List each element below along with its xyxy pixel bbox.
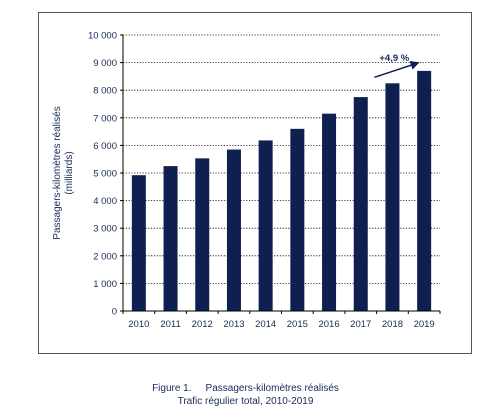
bar-2018 <box>385 83 400 311</box>
bar-2015 <box>290 128 305 311</box>
x-tick-label: 2016 <box>318 319 339 330</box>
bar-2017 <box>353 97 368 311</box>
y-tick-label: 7 000 <box>93 113 117 124</box>
x-tick-label: 2011 <box>160 319 180 330</box>
y-tick-label: 6 000 <box>93 141 117 152</box>
bar-2014 <box>258 140 273 311</box>
y-tick-label: 2 000 <box>93 251 117 262</box>
y-tick-label: 3 000 <box>93 224 117 235</box>
x-tick-label: 2012 <box>192 319 213 330</box>
x-tick-labels: 2010 2011 2012 2013 2014 2015 2016 2017 2018 2019 <box>128 319 434 330</box>
annotation-arrow <box>374 60 420 79</box>
bar-2013 <box>226 149 241 311</box>
growth-annotation: +4,9 % <box>374 53 420 79</box>
x-tick-label: 2019 <box>414 319 435 330</box>
figure-caption: Figure 1. Passagers-kilomètres réalisés <box>0 383 491 394</box>
bar-2011 <box>163 166 178 311</box>
y-tick-label: 4 000 <box>93 196 117 207</box>
y-tick-label: 10 000 <box>88 31 117 42</box>
y-tick-label: 9 000 <box>93 58 117 69</box>
y-tick-label: 1 000 <box>93 279 117 290</box>
x-tick-label: 2013 <box>223 319 244 330</box>
bars <box>131 70 432 311</box>
y-axis-unit-label: (milliards) <box>64 151 75 194</box>
bar-2010 <box>131 175 146 311</box>
x-tick-label: 2018 <box>382 319 403 330</box>
bar-2012 <box>195 158 210 311</box>
y-tick-label: 5 000 <box>93 169 117 180</box>
y-tick-label: 0 <box>112 307 117 318</box>
axes <box>120 34 441 314</box>
bar-2016 <box>322 113 337 311</box>
x-tick-label: 2015 <box>287 319 308 330</box>
figure-subtitle: Trafic régulier total, 2010-2019 <box>177 396 314 407</box>
y-tick-label: 8 000 <box>93 86 117 97</box>
x-tick-label: 2010 <box>128 319 149 330</box>
bar-2019 <box>417 70 432 311</box>
y-tick-labels: 0 1 000 2 000 3 000 4 000 5 000 6 000 7 000 8 00… <box>88 31 117 318</box>
x-tick-label: 2017 <box>350 319 371 330</box>
figure-title: Passagers-kilomètres réalisés <box>205 383 339 394</box>
annotation-label: +4,9 % <box>379 53 409 64</box>
y-axis-label: Passagers-kilomètres réalisés <box>52 106 63 239</box>
figure-number: Figure 1. <box>152 383 192 394</box>
x-tick-label: 2014 <box>255 319 276 330</box>
